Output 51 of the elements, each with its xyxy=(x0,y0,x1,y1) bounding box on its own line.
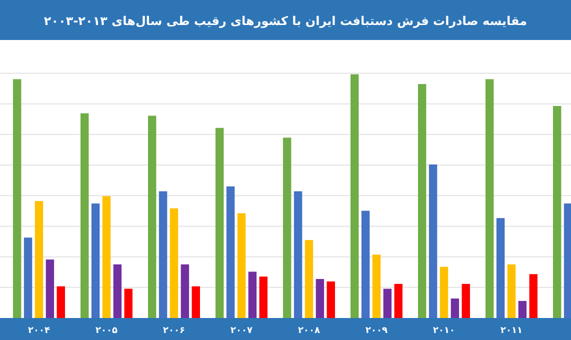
bar xyxy=(91,203,100,318)
bar xyxy=(326,281,335,318)
bar xyxy=(440,266,448,318)
bar xyxy=(294,191,302,318)
bar xyxy=(361,210,370,318)
bar xyxy=(113,264,122,318)
bar xyxy=(34,201,44,318)
bar xyxy=(24,238,32,318)
bar xyxy=(529,274,538,318)
bar xyxy=(418,84,426,318)
x-tick-label: ۲۰۰۵ xyxy=(96,326,118,336)
x-tick-label: ۲۰۰۶ xyxy=(163,326,185,336)
x-tick-label: ۲۰۰۷ xyxy=(230,326,253,336)
x-tick-label: ۲۰۰۴ xyxy=(28,326,50,336)
bar xyxy=(46,260,54,318)
x-tick-label: ۲۰۰۸ xyxy=(298,326,320,336)
bar xyxy=(192,286,200,318)
bar xyxy=(124,288,132,318)
bar xyxy=(283,138,292,318)
bar xyxy=(496,218,505,318)
bar xyxy=(372,254,381,318)
bar xyxy=(102,196,111,318)
bar xyxy=(148,116,156,318)
bar xyxy=(226,186,235,318)
bar xyxy=(350,74,359,318)
bar xyxy=(428,164,438,318)
bar xyxy=(216,128,224,318)
bar xyxy=(237,213,246,318)
bar xyxy=(80,113,89,318)
chart-title: مقایسه صادرات فرش دستبافت ایران با کشورهای رقیب طی سال‌های ۲۰۱۳-۲۰۰۳ xyxy=(44,14,528,28)
bar xyxy=(383,288,392,318)
bar xyxy=(13,79,22,318)
bar xyxy=(56,286,65,318)
bar xyxy=(518,300,527,318)
x-tick-label: ۲۰۱۰ xyxy=(433,326,455,336)
bar xyxy=(180,264,190,318)
bar xyxy=(450,298,460,318)
bar xyxy=(259,276,268,318)
bar xyxy=(158,191,168,318)
bar xyxy=(553,106,562,318)
x-tick-label: ۲۰۱۱ xyxy=(500,326,522,336)
bar xyxy=(564,203,571,318)
bar xyxy=(248,272,257,318)
bar xyxy=(170,208,178,318)
bar xyxy=(462,284,470,318)
bar xyxy=(394,284,402,318)
x-tick-label: ۲۰۰۹ xyxy=(366,326,388,336)
bar xyxy=(316,279,324,318)
bar xyxy=(486,79,494,318)
bar xyxy=(507,264,516,318)
bar xyxy=(304,240,314,318)
